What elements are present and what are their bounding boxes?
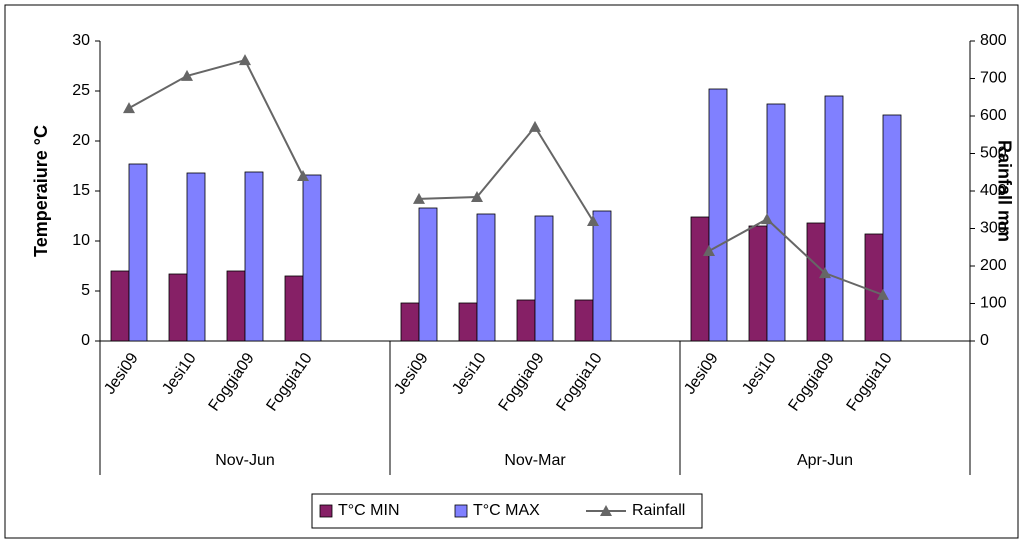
legend-swatch bbox=[319, 504, 333, 518]
rainfall-marker bbox=[239, 54, 251, 66]
bar bbox=[168, 273, 188, 342]
y-tick-label: 30 bbox=[72, 32, 90, 49]
legend-label: T°C MIN bbox=[338, 502, 400, 519]
rainfall-line bbox=[418, 125, 594, 222]
bar bbox=[708, 88, 728, 342]
y2-axis-title: Rainfall mm bbox=[994, 140, 1014, 242]
y-tick-label: 15 bbox=[72, 182, 90, 199]
bar bbox=[516, 299, 536, 342]
y2-tick-label: 200 bbox=[980, 257, 1007, 274]
y2-tick-label: 500 bbox=[980, 145, 1007, 162]
chart-border bbox=[4, 4, 1019, 539]
bar bbox=[690, 216, 710, 342]
rainfall-line bbox=[128, 58, 304, 177]
rainfall-marker bbox=[529, 120, 541, 132]
y2-tick-label: 700 bbox=[980, 70, 1007, 87]
rainfall-marker bbox=[413, 192, 425, 204]
bar bbox=[882, 114, 902, 342]
bar bbox=[534, 215, 554, 342]
y2-tick-label: 600 bbox=[980, 107, 1007, 124]
y-tick-label: 20 bbox=[72, 132, 90, 149]
rainfall-marker bbox=[181, 69, 193, 81]
rainfall-line bbox=[708, 217, 884, 296]
y-tick-label: 0 bbox=[81, 332, 90, 349]
rainfall-marker bbox=[123, 102, 135, 114]
bar bbox=[128, 163, 148, 342]
bar bbox=[864, 233, 884, 342]
bar bbox=[226, 270, 246, 342]
y-tick-label: 5 bbox=[81, 282, 90, 299]
legend-swatch bbox=[454, 504, 468, 518]
legend-marker bbox=[600, 505, 612, 516]
bar bbox=[806, 222, 826, 342]
rainfall-marker bbox=[587, 215, 599, 226]
bar bbox=[458, 302, 478, 342]
y2-tick-label: 0 bbox=[980, 332, 989, 349]
rainfall-marker bbox=[877, 288, 889, 300]
bar bbox=[400, 302, 420, 342]
rainfall-marker bbox=[703, 245, 715, 256]
bar bbox=[284, 275, 304, 342]
legend-box bbox=[311, 493, 703, 529]
rainfall-marker bbox=[761, 213, 773, 225]
group-label: Nov-Jun bbox=[215, 452, 275, 469]
bar bbox=[302, 174, 322, 342]
y-axis-title: Temperaiure °C bbox=[31, 125, 51, 257]
rainfall-marker bbox=[297, 170, 309, 181]
bar bbox=[824, 95, 844, 342]
rainfall-marker bbox=[819, 267, 831, 279]
legend-label: Rainfall bbox=[632, 502, 685, 519]
bar bbox=[574, 299, 594, 342]
y2-tick-label: 400 bbox=[980, 182, 1007, 199]
group-label: Nov-Mar bbox=[504, 452, 566, 469]
y-tick-label: 25 bbox=[72, 82, 90, 99]
group-label: Apr-Jun bbox=[797, 452, 853, 469]
bar bbox=[592, 210, 612, 342]
bar bbox=[186, 172, 206, 342]
y2-tick-label: 300 bbox=[980, 220, 1007, 237]
bar bbox=[748, 225, 768, 342]
bar bbox=[476, 213, 496, 342]
rainfall-marker bbox=[471, 191, 483, 202]
bar bbox=[244, 171, 264, 342]
bar bbox=[418, 207, 438, 342]
y-tick-label: 10 bbox=[72, 232, 90, 249]
legend-label: T°C MAX bbox=[473, 502, 540, 519]
y2-tick-label: 100 bbox=[980, 295, 1007, 312]
bar bbox=[110, 270, 130, 342]
y2-tick-label: 800 bbox=[980, 32, 1007, 49]
